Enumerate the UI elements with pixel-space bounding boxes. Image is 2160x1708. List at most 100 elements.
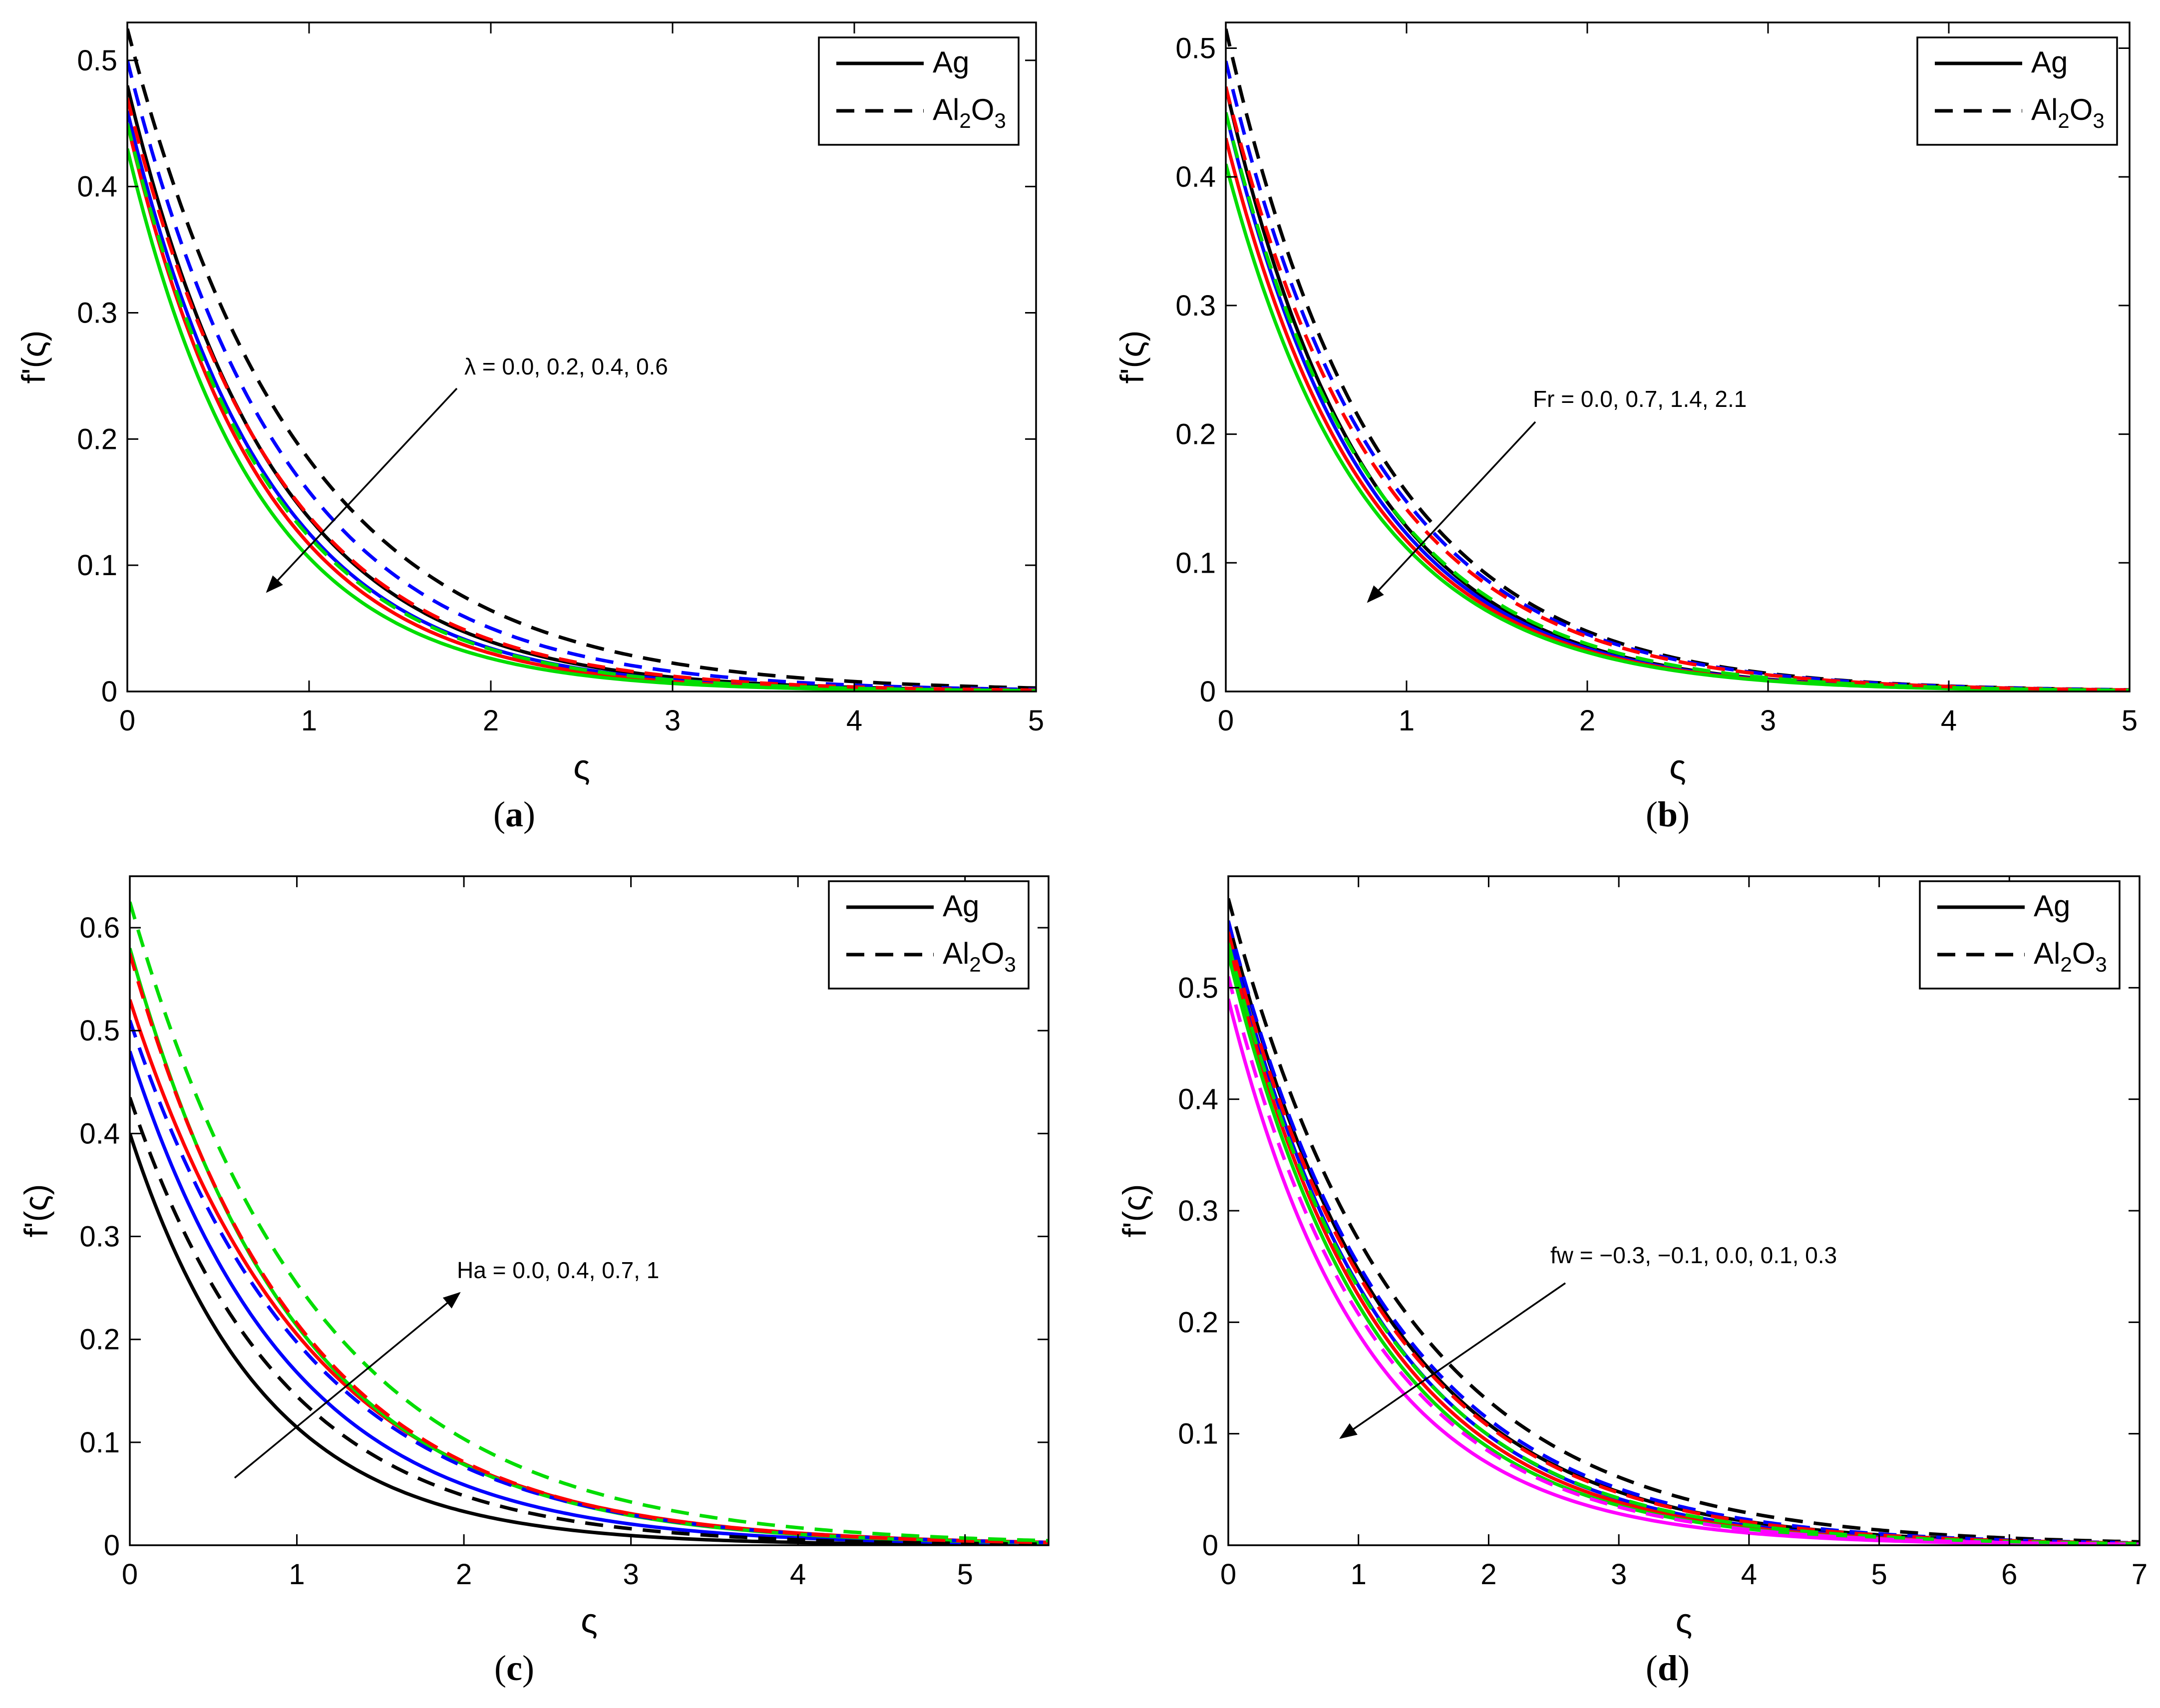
x-tick-label: 5 [957, 1558, 973, 1591]
x-tick-label: 1 [301, 704, 317, 737]
legend-label-main: Al [2031, 93, 2058, 126]
legend-label-main: Ag [2034, 889, 2070, 923]
y-tick-label: 0 [1202, 1529, 1218, 1562]
y-tick-label: 0.4 [77, 171, 117, 203]
series-line-a-4 [127, 28, 1036, 690]
chart-panel-d: 0 1 2 3 4 5 6 700.10.20.30.40.5ςf'(ς)fw = −0.3,… [1116, 875, 2148, 1688]
chart-panel-a: 0 1 2 3 4 500.10.20.30.40.5ςf'(ς) λ = 0.0, 0.2… [15, 21, 1044, 834]
legend-box [828, 880, 1030, 990]
y-tick-label: 0.5 [1178, 972, 1218, 1004]
legend-label-main: Al [943, 937, 969, 970]
chart-panel-b: 0 1 2 3 4 5 0 0.1 0.2 0.3 0.4 0.5 ς f'(ς) Fr = 0.0, 0.… [1113, 21, 2138, 834]
x-tick-label: 2 [1579, 704, 1595, 737]
panel-caption-paren-open: ( [1646, 794, 1658, 834]
y-tick-label: 0.5 [1175, 32, 1216, 65]
series-line-c-0 [130, 1133, 1049, 1545]
legend-label-main: Al [933, 93, 959, 126]
panel-caption-letter: a [505, 794, 523, 834]
y-tick-label: 0.2 [79, 1324, 120, 1356]
legend-box [818, 36, 1020, 146]
y-axis-label: f'(ς) [15, 331, 52, 384]
series-line-d-8 [1228, 943, 2140, 1545]
series-line-d-6 [1228, 920, 2140, 1545]
x-tick-label: 5 [1028, 704, 1044, 737]
y-tick-label: 0.6 [79, 912, 120, 944]
y-tick-label: 0.5 [79, 1015, 120, 1047]
y-tick-label: 0 [101, 676, 117, 708]
series-line-b-4 [1226, 28, 2130, 691]
y-axis-label: f'(ς) [1113, 331, 1150, 384]
legend-label: Al2O3 [943, 937, 1016, 976]
panel-caption-paren-open: ( [493, 794, 505, 834]
series-line-a-3 [127, 148, 1036, 691]
x-tick-label: 3 [1760, 704, 1776, 737]
legend-label-main-2: O [2072, 937, 2096, 970]
x-tick-label: 0 [1218, 704, 1234, 737]
panel-caption-paren-close: ) [1678, 794, 1690, 834]
parameter-arrow [1339, 1282, 1566, 1439]
series-line-c-7 [130, 901, 1049, 1543]
legend-label: Ag [2031, 45, 2068, 79]
series-line-d-5 [1228, 898, 2140, 1544]
x-axis-label: ς [581, 1601, 598, 1640]
y-tick-label: 0.1 [77, 549, 117, 582]
panel-caption-paren-close: ) [523, 794, 535, 834]
y-tick-label: 0 [1200, 676, 1216, 708]
legend-label-main-2: O [2070, 93, 2093, 126]
legend-subscript-2: 3 [2095, 953, 2107, 976]
y-tick-label: 0 [104, 1529, 120, 1562]
axes-frame-a [126, 21, 1037, 692]
x-tick-label: 0 [1220, 1558, 1236, 1591]
y-tick-label: 0.1 [79, 1426, 120, 1459]
axes-frame-b [1225, 21, 2131, 692]
x-tick-label: 7 [2132, 1558, 2148, 1591]
y-axis-label: f'(ς) [1116, 1184, 1153, 1238]
y-tick-label: 0.5 [77, 44, 117, 77]
legend-label-main: Al [2034, 937, 2060, 970]
legend-d: Ag Al2O3 [1919, 880, 2121, 990]
parameter-annotation: Ha = 0.0, 0.4, 0.7, 1 [457, 1257, 659, 1283]
x-tick-label: 3 [1611, 1558, 1627, 1591]
legend-subscript-2: 3 [994, 109, 1006, 132]
legend-label: Ag [2034, 889, 2070, 923]
y-tick-label: 0.2 [77, 423, 117, 455]
series-group-d [1228, 898, 2140, 1545]
series-line-c-1 [130, 1050, 1049, 1545]
panel-caption-paren-close: ) [522, 1648, 534, 1688]
legend-subscript: 2 [969, 953, 981, 976]
legend-label: Al2O3 [2031, 93, 2105, 132]
legend-label-main-2: O [981, 937, 1005, 970]
panel-caption-paren-open: ( [1646, 1648, 1658, 1688]
x-tick-label: 5 [2122, 704, 2138, 737]
legend-label: Al2O3 [933, 93, 1006, 132]
y-tick-label: 0.3 [77, 297, 117, 330]
x-tick-label: 2 [1480, 1558, 1496, 1591]
series-line-d-4 [1228, 998, 2140, 1545]
x-tick-label: 6 [2001, 1558, 2017, 1591]
legend-a: Ag Al2O3 [818, 36, 1020, 146]
legend-box [1916, 36, 2118, 146]
axes-frame-c [129, 875, 1050, 1546]
y-tick-label: 0.4 [1178, 1083, 1218, 1116]
x-tick-label: 0 [119, 704, 135, 737]
legend-b: Ag Al2O3 [1916, 36, 2118, 146]
series-group-b [1226, 28, 2130, 691]
x-tick-label: 1 [289, 1558, 305, 1591]
legend-label: Al2O3 [2034, 937, 2107, 976]
x-tick-label: 4 [790, 1558, 806, 1591]
y-axis-label: f'(ς) [17, 1184, 54, 1238]
panel-caption-letter: d [1658, 1648, 1678, 1688]
y-tick-label: 0.2 [1178, 1306, 1218, 1339]
series-line-c-4 [130, 1097, 1049, 1545]
panel-caption-paren-close: ) [1678, 1648, 1690, 1688]
series-group-a [127, 28, 1036, 691]
x-axis-label: ς [1669, 747, 1686, 786]
y-tick-label: 0.2 [1175, 418, 1216, 451]
legend-label-main: Ag [933, 45, 969, 79]
y-tick-label: 0.4 [79, 1117, 120, 1150]
x-tick-label: 0 [122, 1558, 138, 1591]
y-tick-label: 0.1 [1175, 547, 1216, 579]
legend-label: Ag [943, 889, 979, 923]
